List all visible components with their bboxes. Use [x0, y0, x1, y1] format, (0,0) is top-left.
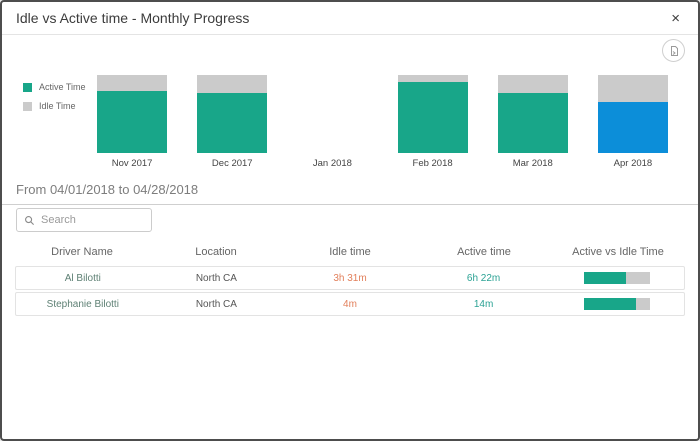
active-vs-idle-bar: [584, 298, 651, 310]
idle-time-segment[interactable]: [397, 75, 468, 83]
period-label: From 04/01/2018 to 04/28/2018: [16, 182, 199, 197]
month-axis-label: Jan 2018: [312, 158, 352, 169]
legend-item-active-time[interactable]: Active Time: [23, 82, 86, 92]
idle-time-swatch-icon: [23, 101, 32, 111]
idle-time-cell: 4m: [343, 298, 357, 310]
location-cell: North CA: [195, 298, 237, 310]
month-axis-label: Apr 2018: [613, 158, 653, 169]
chart-legend: Active Time Idle Time: [23, 82, 86, 120]
chart-bar[interactable]: [597, 75, 668, 153]
active-fill: [584, 298, 636, 310]
table-row[interactable]: Stephanie Bilotti North CA 4m 14m: [15, 292, 685, 316]
col-active-time: Active time: [457, 246, 511, 258]
legend-label: Active Time: [39, 82, 86, 92]
active-time-segment[interactable]: [97, 90, 168, 153]
table-header-row: Driver Name Location Idle time Active ti…: [15, 242, 685, 266]
chart-bar-slot: Nov 2017: [82, 70, 182, 170]
active-vs-idle-bar: [584, 272, 651, 284]
active-vs-idle-cell: [550, 272, 684, 284]
chart-bar-slot: Dec 2017: [182, 70, 282, 170]
driver-name-cell: Stephanie Bilotti: [46, 298, 119, 310]
active-time-segment[interactable]: [397, 82, 468, 153]
location-cell: North CA: [195, 272, 237, 284]
col-driver-name: Driver Name: [51, 246, 113, 258]
month-axis-label: Dec 2017: [211, 158, 253, 169]
active-time-segment[interactable]: [597, 102, 668, 153]
chart-bar[interactable]: [97, 75, 168, 153]
drivers-table: Driver Name Location Idle time Active ti…: [15, 242, 685, 318]
active-vs-idle-cell: [550, 298, 684, 310]
search-icon: [24, 215, 35, 226]
idle-time-segment[interactable]: [597, 75, 668, 103]
chart-bar[interactable]: [197, 75, 268, 153]
month-axis-label: Mar 2018: [512, 158, 553, 169]
dialog-header: Idle vs Active time - Monthly Progress ×: [2, 2, 698, 35]
chart-bar[interactable]: [497, 75, 568, 153]
col-location: Location: [195, 246, 237, 258]
active-fill: [584, 272, 627, 284]
chart-bar-slot: Jan 2018: [282, 70, 382, 170]
chart-bar[interactable]: [397, 75, 468, 153]
table-row[interactable]: Al Bilotti North CA 3h 31m 6h 22m: [15, 266, 685, 290]
idle-vs-active-chart: Active Time Idle Time Nov 2017 Dec 2017 Ja…: [2, 70, 698, 170]
period-heading-section: From 04/01/2018 to 04/28/2018: [2, 178, 698, 205]
legend-item-idle-time[interactable]: Idle Time: [23, 101, 86, 111]
close-icon[interactable]: ×: [667, 9, 684, 28]
month-axis-label: Feb 2018: [412, 158, 453, 169]
chart-bar-slot: Feb 2018: [383, 70, 483, 170]
active-time-segment[interactable]: [497, 92, 568, 153]
chart-plot-area: Nov 2017 Dec 2017 Jan 2018 Feb 2018 Mar 2018…: [82, 70, 683, 170]
table-body: Al Bilotti North CA 3h 31m 6h 22m Stephanie …: [15, 266, 685, 316]
legend-label: Idle Time: [39, 101, 76, 111]
chart-bar-slot: Apr 2018: [583, 70, 683, 170]
dialog-title: Idle vs Active time - Monthly Progress: [16, 10, 250, 26]
export-report-icon: [668, 45, 680, 57]
export-report-button[interactable]: [662, 39, 685, 62]
active-time-segment[interactable]: [197, 92, 268, 153]
idle-time-segment[interactable]: [97, 75, 168, 91]
driver-name-cell: Al Bilotti: [64, 272, 101, 284]
idle-time-cell: 3h 31m: [333, 272, 367, 284]
active-time-cell: 6h 22m: [466, 272, 501, 284]
col-active-vs-idle: Active vs Idle Time: [572, 246, 664, 258]
search-input[interactable]: [41, 214, 144, 226]
chart-bar: [297, 75, 367, 153]
chart-bar-slot: Mar 2018: [483, 70, 583, 170]
month-axis-label: Nov 2017: [111, 158, 153, 169]
active-time-cell: 14m: [473, 298, 494, 310]
active-time-swatch-icon: [23, 82, 32, 92]
idle-time-segment[interactable]: [497, 75, 568, 93]
search-box[interactable]: [16, 208, 152, 232]
idle-time-segment[interactable]: [197, 75, 268, 93]
col-idle-time: Idle time: [329, 246, 371, 258]
